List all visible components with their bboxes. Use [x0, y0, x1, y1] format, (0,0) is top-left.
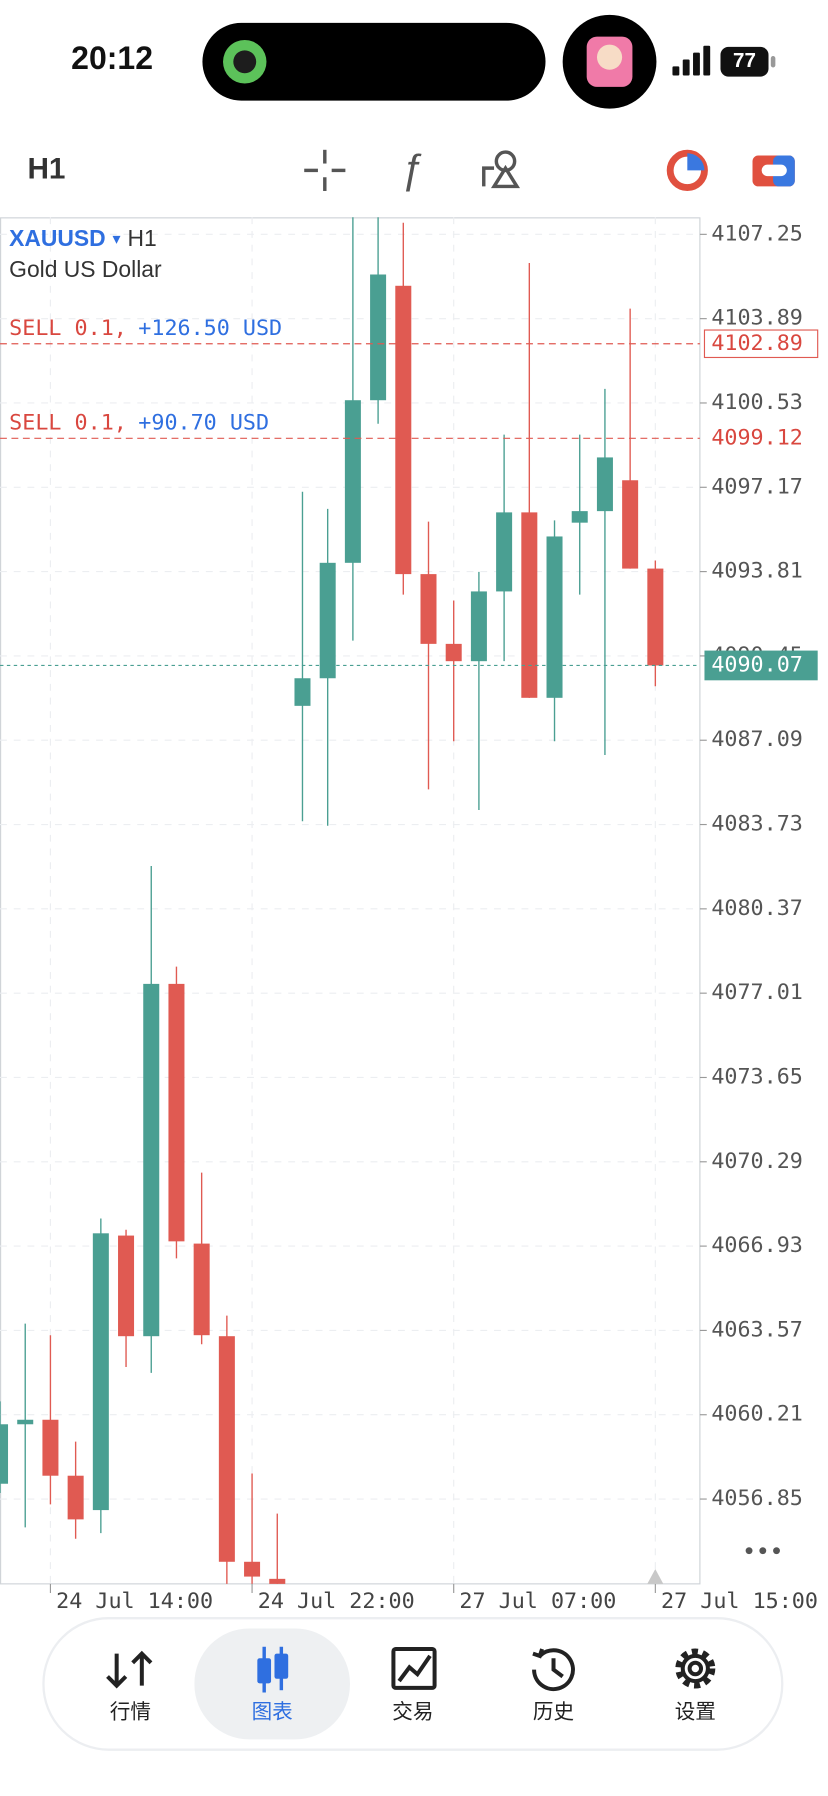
nav-history-icon[interactable]: [532, 1648, 575, 1692]
y-tick-label: 4070.29: [711, 1149, 803, 1174]
trade-icon-inner: [761, 164, 787, 177]
y-tick-label: 4056.85: [711, 1486, 803, 1511]
x-tick-label: 27 Jul 07:00: [459, 1589, 616, 1614]
candle-body: [344, 400, 361, 563]
candle-body: [193, 1243, 210, 1336]
nav-labels: 行情 图表 交易 历史 设置: [110, 1701, 716, 1724]
trade-price-box: [703, 329, 819, 359]
candle-body: [445, 643, 462, 662]
symbol-header: XAUUSD ▾ H1: [9, 225, 157, 251]
candle-body: [0, 1424, 9, 1484]
candle-body: [67, 1475, 84, 1520]
oneclick-icon-part: [687, 153, 705, 171]
island-icon-inner: [233, 50, 257, 74]
trade-side: SELL 0.1,: [9, 410, 127, 435]
trade-label: SELL 0.1, +90.70 USD: [9, 410, 269, 435]
x-tick-label: 27 Jul 15:00: [661, 1589, 818, 1614]
trade-profit: +90.70 USD: [138, 410, 269, 435]
chart-frame: [0, 217, 701, 1585]
more-button[interactable]: [745, 1547, 780, 1555]
candle-body: [622, 480, 639, 569]
battery: [720, 46, 769, 77]
trade-side: SELL 0.1,: [9, 316, 127, 341]
trade-price-label: 4099.12: [711, 425, 803, 450]
nav-trade-icon[interactable]: [391, 1647, 437, 1690]
grid: 4107.25 4103.89 4100.53 4097.17 4093.81 4090.…: [0, 217, 818, 1614]
avatar-face: [596, 44, 623, 70]
candle-body: [244, 1561, 261, 1577]
overlay: SELL 0.1, +126.50 USD 4102.89 SELL 0.1, +90.…: [0, 316, 819, 681]
battery-cap: [770, 56, 776, 68]
candle-body: [470, 591, 487, 662]
objects-icon[interactable]: [482, 150, 521, 189]
symbol: XAUUSD: [9, 225, 106, 251]
x-tick-label: 24 Jul 22:00: [258, 1589, 415, 1614]
nav-label[interactable]: 历史: [533, 1701, 574, 1724]
nav-label[interactable]: 交易: [392, 1701, 433, 1724]
candle-body: [596, 457, 613, 512]
crosshair-icon[interactable]: [304, 149, 346, 191]
signal: [672, 45, 711, 76]
nav-label[interactable]: 图表: [252, 1701, 293, 1724]
price-box: [704, 650, 818, 681]
y-tick-label: 4103.89: [711, 306, 803, 331]
candle-body: [17, 1419, 34, 1425]
y-tick-label: 4066.93: [711, 1233, 803, 1258]
price-label: 4090.07: [711, 652, 803, 677]
y-tick-label: 4093.81: [711, 559, 803, 584]
nav-settings-icon[interactable]: [675, 1648, 716, 1689]
trade-label: SELL 0.1, +126.50 USD: [9, 316, 282, 341]
candle-body: [571, 511, 588, 523]
candle-body: [521, 512, 538, 698]
dynamic-island: [202, 22, 546, 101]
y-tick-label: 4080.37: [711, 896, 803, 921]
nav-bar: [42, 1617, 784, 1751]
candle-body: [546, 536, 563, 698]
candle-body: [647, 568, 664, 666]
x-tick-label: 24 Jul 14:00: [56, 1589, 213, 1614]
symbol-dropdown[interactable]: ▾: [113, 231, 121, 248]
nav-chart-icon[interactable]: [257, 1646, 289, 1693]
y-tick-label: 4060.21: [711, 1402, 803, 1427]
y-tick-label: 4100.53: [711, 390, 803, 415]
timeframe-button[interactable]: H1: [27, 152, 65, 185]
candle-body: [218, 1336, 235, 1562]
y-tick-label: 4087.09: [711, 727, 803, 752]
candle-body: [420, 574, 437, 644]
candle-body: [92, 1233, 109, 1511]
clock: 20:12: [71, 40, 153, 76]
y-tick-label: 4077.01: [711, 980, 803, 1005]
y-tick-label: 4063.57: [711, 1317, 803, 1342]
symbol-timeframe: H1: [127, 225, 156, 251]
indicator-icon[interactable]: ƒ: [400, 145, 423, 193]
candle-body: [395, 285, 412, 575]
nav-label[interactable]: 行情: [110, 1701, 151, 1724]
candle-body: [370, 274, 387, 401]
candle-body: [496, 512, 513, 592]
candle-body: [319, 562, 336, 679]
nav-selected-bg: [194, 1628, 350, 1740]
y-tick-label: 4083.73: [711, 812, 803, 837]
trade-price-label: 4102.89: [711, 331, 803, 356]
candles: [0, 217, 664, 1584]
nav-quotes-icon[interactable]: [106, 1650, 153, 1689]
candle-body: [294, 678, 311, 706]
nav-label[interactable]: 设置: [675, 1701, 716, 1724]
symbol-name: Gold US Dollar: [9, 256, 162, 282]
y-tick-label: 4107.25: [711, 221, 803, 246]
y-tick-label: 4073.65: [711, 1064, 803, 1089]
y-tick-label: 4097.17: [711, 474, 803, 499]
candle-body: [118, 1235, 135, 1337]
candle-body: [42, 1419, 59, 1476]
candle-body: [143, 983, 160, 1337]
trade-profit: +126.50 USD: [138, 316, 282, 341]
battery-level: 77: [733, 49, 756, 72]
candle-body: [269, 1578, 286, 1584]
candle-body: [168, 983, 185, 1242]
scroll-marker: [647, 1568, 664, 1584]
